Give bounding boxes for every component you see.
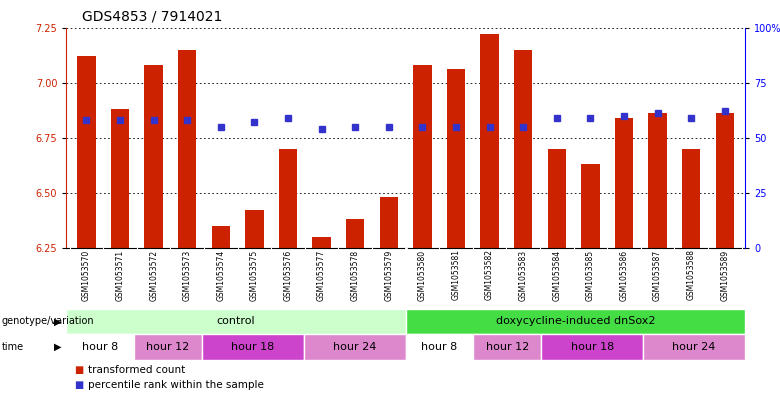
Bar xyxy=(406,309,745,334)
Bar xyxy=(447,69,465,248)
Text: hour 18: hour 18 xyxy=(571,342,614,352)
Bar xyxy=(615,118,633,248)
Text: GSM1053588: GSM1053588 xyxy=(686,250,696,300)
Text: GSM1053587: GSM1053587 xyxy=(653,250,662,301)
Bar xyxy=(111,109,129,248)
Text: control: control xyxy=(217,316,255,326)
Text: hour 8: hour 8 xyxy=(82,342,119,352)
Bar xyxy=(380,197,398,248)
Text: GSM1053570: GSM1053570 xyxy=(82,250,91,301)
Text: ▶: ▶ xyxy=(54,316,62,326)
Text: GSM1053580: GSM1053580 xyxy=(418,250,427,301)
Bar xyxy=(581,164,600,248)
Bar xyxy=(406,334,473,360)
Text: GSM1053572: GSM1053572 xyxy=(149,250,158,301)
Bar xyxy=(77,56,96,248)
Text: ■: ■ xyxy=(74,380,83,389)
Bar xyxy=(715,113,734,248)
Bar xyxy=(211,226,230,248)
Text: transformed count: transformed count xyxy=(88,365,186,375)
Text: hour 18: hour 18 xyxy=(232,342,275,352)
Bar xyxy=(480,34,499,248)
Text: GSM1053578: GSM1053578 xyxy=(351,250,360,301)
Bar xyxy=(312,237,331,248)
Text: genotype/variation: genotype/variation xyxy=(2,316,94,326)
Bar xyxy=(346,219,364,248)
Text: GSM1053577: GSM1053577 xyxy=(317,250,326,301)
Bar xyxy=(278,149,297,248)
Text: GSM1053575: GSM1053575 xyxy=(250,250,259,301)
Bar xyxy=(245,210,264,248)
Text: hour 8: hour 8 xyxy=(421,342,458,352)
Text: GSM1053584: GSM1053584 xyxy=(552,250,562,301)
Bar xyxy=(66,309,406,334)
Text: GSM1053579: GSM1053579 xyxy=(385,250,393,301)
Bar xyxy=(303,334,406,360)
Bar xyxy=(541,334,643,360)
Text: GSM1053581: GSM1053581 xyxy=(452,250,460,300)
Bar xyxy=(178,50,197,248)
Text: time: time xyxy=(2,342,23,352)
Text: GSM1053576: GSM1053576 xyxy=(283,250,292,301)
Text: hour 12: hour 12 xyxy=(486,342,529,352)
Text: hour 24: hour 24 xyxy=(672,342,716,352)
Bar xyxy=(473,334,541,360)
Text: GSM1053573: GSM1053573 xyxy=(183,250,192,301)
Text: GSM1053571: GSM1053571 xyxy=(115,250,125,301)
Bar xyxy=(643,334,745,360)
Text: GSM1053586: GSM1053586 xyxy=(619,250,629,301)
Bar xyxy=(648,113,667,248)
Bar xyxy=(202,334,303,360)
Text: percentile rank within the sample: percentile rank within the sample xyxy=(88,380,264,389)
Bar xyxy=(682,149,700,248)
Bar xyxy=(548,149,566,248)
Text: GSM1053582: GSM1053582 xyxy=(485,250,494,300)
Text: ■: ■ xyxy=(74,365,83,375)
Bar xyxy=(514,50,533,248)
Text: GSM1053589: GSM1053589 xyxy=(720,250,729,301)
Text: GSM1053583: GSM1053583 xyxy=(519,250,528,301)
Text: hour 12: hour 12 xyxy=(147,342,190,352)
Bar xyxy=(413,65,431,248)
Text: ▶: ▶ xyxy=(54,342,62,352)
Text: GSM1053574: GSM1053574 xyxy=(216,250,225,301)
Text: GDS4853 / 7914021: GDS4853 / 7914021 xyxy=(82,9,222,24)
Text: hour 24: hour 24 xyxy=(333,342,377,352)
Bar xyxy=(134,334,202,360)
Bar xyxy=(66,334,134,360)
Text: GSM1053585: GSM1053585 xyxy=(586,250,595,301)
Text: doxycycline-induced dnSox2: doxycycline-induced dnSox2 xyxy=(495,316,655,326)
Bar xyxy=(144,65,163,248)
